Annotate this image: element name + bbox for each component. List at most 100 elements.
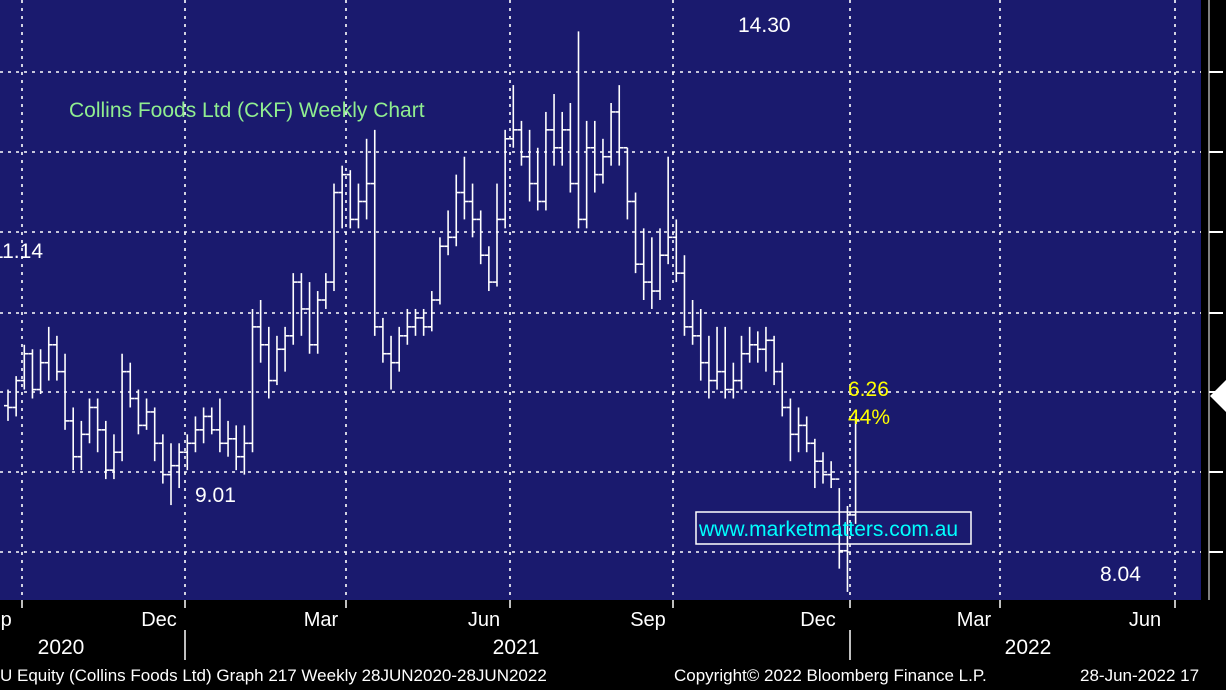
ohlc-bar [786,398,795,462]
ohlc-bar [4,389,12,421]
x-axis-label-month: Dec [800,609,836,631]
ohlc-bar [183,434,192,471]
ohlc-bar [44,326,53,381]
ohlc-bar [745,326,754,363]
ohlc-bar [631,192,640,274]
ohlc-bar [623,146,632,220]
ohlc-bar [721,326,730,399]
footer-bar: U Equity (Collins Foods Ltd) Graph 217 W… [0,664,1226,690]
x-axis-label-month: Mar [957,609,992,631]
ohlc-bar [313,291,322,354]
ohlc-bar [753,331,762,363]
ohlc-bar [713,326,722,390]
ohlc-bar [493,183,501,287]
x-axis-label-year: 2021 [493,636,540,659]
ohlc-bar [468,183,477,238]
ohlc-bar [175,443,184,489]
ohlc-bar [810,438,819,489]
footer-copyright: Copyright© 2022 Bloomberg Finance L.P. [674,666,987,685]
ohlc-bar [484,246,493,292]
ohlc-bar [770,335,779,386]
footer-date: 28-Jun-2022 17 [1080,666,1200,685]
x-axis-label-month: Jun [468,609,500,631]
ohlc-bar [501,129,510,229]
ohlc-bar [574,31,583,229]
ohlc-bar [688,300,697,345]
ohlc-bar [843,505,852,592]
ohlc-bar [680,255,689,336]
ohlc-bar [142,398,151,430]
ohlc-bar [207,407,216,435]
ohlc-bar [167,443,175,506]
x-axis-label-month: Sep [0,609,12,631]
plot-background [0,0,1201,600]
ohlc-bar [12,376,21,417]
low-annotation-2022: 8.04 [1100,563,1141,586]
ohlc-bar [354,183,363,229]
ohlc-bar [802,416,811,453]
ohlc-bar [525,129,534,202]
left-price-annotation: 11.14 [0,240,43,263]
ohlc-bar [215,398,224,453]
fall-amount-annotation: 6.26 [848,378,889,401]
ohlc-bar [305,282,314,354]
ohlc-bar [615,85,624,166]
ohlc-bar [729,362,738,399]
ohlc-bar [362,138,371,220]
ohlc-bar [533,147,542,211]
price-chart: Collins Foods Ltd (CKF) Weekly Chart 14.… [0,0,1226,660]
watermark-box [695,511,972,545]
ohlc-bar [232,425,241,471]
high-annotation: 14.30 [738,14,791,37]
ohlc-bar [794,407,803,453]
ohlc-bar [109,434,118,480]
ohlc-bar [647,237,656,309]
ohlc-bar [541,111,550,211]
ohlc-bar [150,407,159,462]
ohlc-bar [476,210,485,265]
ohlc-bar [289,273,298,345]
ohlc-bar [639,228,648,300]
ohlc-bar [851,416,860,524]
ohlc-bar [69,407,78,471]
x-axis-label-month: Jun [1129,609,1161,631]
low-annotation-2020: 9.01 [195,484,236,507]
x-axis-label-month: Dec [141,609,177,631]
ohlc-bar [191,416,200,453]
ohlc-bar [435,237,444,305]
watermark-text: www.marketmatters.com.au [698,518,958,541]
ohlc-bar [378,317,387,363]
ohlc-bar [704,335,713,399]
ohlc-bar [558,111,567,166]
ohlc-bar [28,349,37,399]
x-axis-label-year: 2022 [1005,636,1052,659]
ohlc-bar [452,174,461,247]
ohlc-bar [93,398,102,453]
ohlc-bar [672,219,681,283]
ohlc-bar [411,308,420,336]
ohlc-bar [158,434,167,484]
ohlc-bar [272,335,281,386]
ohlc-bar [590,120,599,193]
x-axis-label-month: Mar [304,609,339,631]
ohlc-bar [509,85,518,148]
ohlc-bar [240,425,249,475]
ohlc-bar [248,308,257,453]
ohlc-bar [321,273,330,309]
ohlc-bar [256,300,265,363]
ohlc-bar [835,478,844,569]
ohlc-bar [330,183,338,292]
ohlc-bar [61,353,70,430]
ohlc-bar [444,210,453,256]
ohlc-bar [346,170,355,229]
ohlc-bar [370,129,379,336]
ohlc-bar [281,326,290,372]
ohlc-bar [403,308,412,345]
ohlc-bar [656,228,664,300]
ohlc-bar [819,452,827,484]
ohlc-bar [338,165,347,229]
x-axis-label-year: 2020 [38,636,85,659]
ohlc-bar [582,120,591,229]
ohlc-bar [598,138,607,184]
